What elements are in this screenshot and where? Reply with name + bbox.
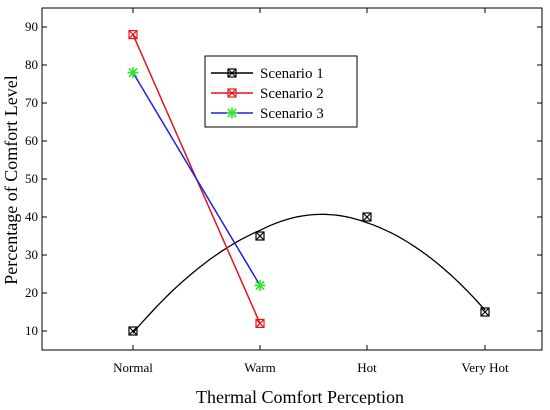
y-tick-label: 50 xyxy=(25,171,38,186)
legend-label: Scenario 2 xyxy=(260,86,324,102)
y-tick-label: 60 xyxy=(25,133,38,148)
y-tick-label: 90 xyxy=(25,19,38,34)
legend-marker xyxy=(227,88,237,98)
y-tick-label: 70 xyxy=(25,95,38,110)
marker-cross xyxy=(227,68,237,78)
series-line xyxy=(132,72,261,286)
marker-square xyxy=(128,326,138,336)
legend: Scenario 1 Scenario 2 Scenario 3 xyxy=(204,55,358,128)
data-point xyxy=(480,307,490,317)
marker-square xyxy=(255,318,265,328)
y-tick-label: 20 xyxy=(25,285,38,300)
marker-square xyxy=(480,307,490,317)
y-axis-label: Percentage of Comfort Level xyxy=(1,75,21,284)
legend-item: Scenario 3 xyxy=(211,106,324,122)
y-tick-label: 10 xyxy=(25,323,38,338)
y-tick-label: 80 xyxy=(25,57,38,72)
marker-cross xyxy=(128,30,138,40)
legend-item: Scenario 1 xyxy=(211,66,324,82)
legend-marker xyxy=(227,68,237,78)
marker-square xyxy=(227,68,237,78)
marker-square xyxy=(128,30,138,40)
marker-cross xyxy=(480,307,490,317)
x-tick-label: Normal xyxy=(113,360,153,375)
series-1 xyxy=(128,212,490,336)
marker-asterisk xyxy=(254,279,266,291)
legend-label: Scenario 3 xyxy=(260,106,324,122)
legend-item: Scenario 2 xyxy=(211,86,324,102)
x-tick-label: Warm xyxy=(244,360,275,375)
data-point xyxy=(255,318,265,328)
marker-cross xyxy=(255,231,265,241)
marker-cross xyxy=(255,318,265,328)
y-tick-label: 40 xyxy=(25,209,38,224)
marker-cross xyxy=(362,212,372,222)
marker-square xyxy=(227,88,237,98)
data-point xyxy=(128,30,138,40)
marker-cross xyxy=(128,326,138,336)
marker-asterisk xyxy=(226,107,238,119)
data-point xyxy=(362,212,372,222)
y-axis: 10 20 30 40 50 60 70 80 90 xyxy=(25,19,542,338)
marker-square xyxy=(362,212,372,222)
x-tick-label: Hot xyxy=(357,360,377,375)
x-tick-label: Very Hot xyxy=(461,360,509,375)
data-point xyxy=(254,279,266,291)
marker-square xyxy=(255,231,265,241)
marker-asterisk xyxy=(127,67,139,79)
data-point xyxy=(127,67,139,79)
x-axis-label: Thermal Comfort Perception xyxy=(196,387,404,405)
series-3 xyxy=(127,67,266,291)
data-point xyxy=(255,231,265,241)
marker-cross xyxy=(227,88,237,98)
data-point xyxy=(128,326,138,336)
x-axis: Normal Warm Hot Very Hot xyxy=(113,8,509,375)
series-line xyxy=(132,213,486,334)
legend-label: Scenario 1 xyxy=(260,66,324,82)
y-tick-label: 30 xyxy=(25,247,38,262)
series-layer xyxy=(127,30,490,336)
legend-marker xyxy=(226,107,238,119)
